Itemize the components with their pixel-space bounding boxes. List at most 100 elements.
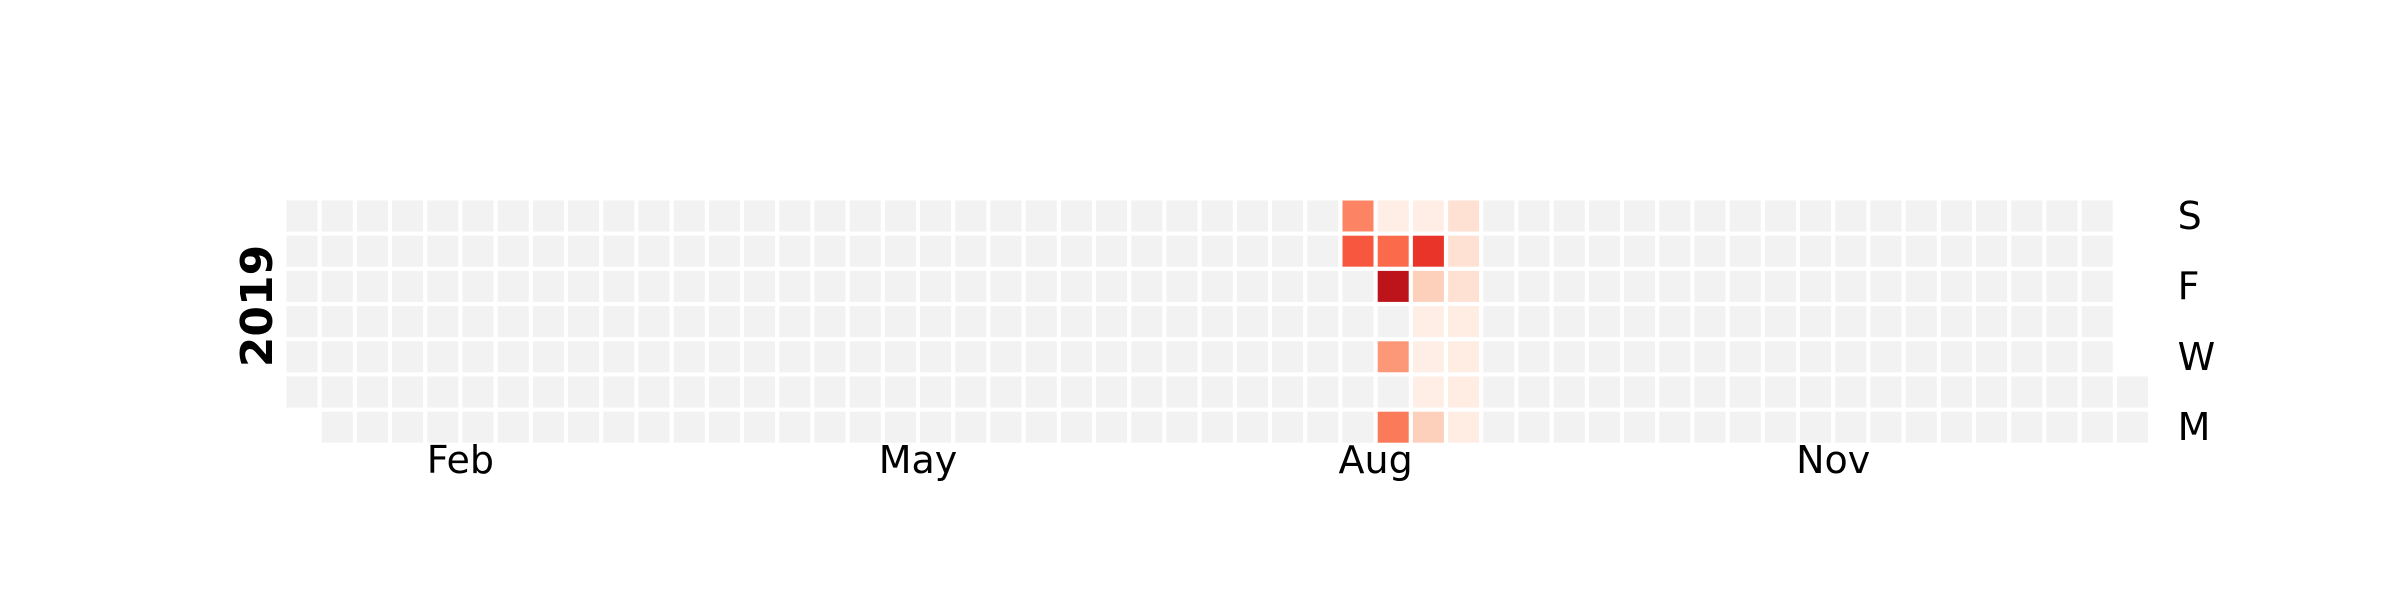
day-cell [1976,270,2008,302]
day-cell [356,341,388,373]
day-cell [497,341,529,373]
day-cell [1870,306,1902,338]
day-cell [673,341,705,373]
day-cell [708,376,740,408]
day-cell [1729,341,1761,373]
day-cell [321,341,353,373]
day-cell [2011,200,2043,232]
day-cell [1272,200,1304,232]
day-cell [321,235,353,267]
day-cell [1025,270,1057,302]
day-cell [2046,200,2078,232]
day-cell [1272,270,1304,302]
day-cell [286,235,318,267]
day-cell [2081,376,2113,408]
day-cell [1694,341,1726,373]
day-cell [1272,306,1304,338]
day-cell [1096,376,1128,408]
day-cell [1870,200,1902,232]
day-cell [673,235,705,267]
day-cell [532,376,564,408]
day-cell [779,306,811,338]
day-cell [673,200,705,232]
day-cell [1870,376,1902,408]
day-cell [2116,376,2148,408]
day-cell [1800,341,1832,373]
day-cell [1976,200,2008,232]
day-cell [955,235,987,267]
day-cell [638,411,670,443]
day-cell [1377,411,1409,443]
day-cell [1060,411,1092,443]
day-cell [1905,200,1937,232]
day-cell [1659,200,1691,232]
month-label: Aug [1338,438,1412,482]
day-cell [1624,376,1656,408]
day-cell [744,200,776,232]
day-cell [1588,200,1620,232]
day-cell [568,306,600,338]
day-cell [568,341,600,373]
day-cell [673,411,705,443]
day-cell [814,411,846,443]
day-cell [1976,235,2008,267]
day-cell [1483,306,1515,338]
day-cell [1870,235,1902,267]
day-cell [1905,270,1937,302]
day-cell [1800,200,1832,232]
day-cell [1835,235,1867,267]
day-cell [884,235,916,267]
day-cell [603,270,635,302]
day-cell [1025,376,1057,408]
day-cell [1201,200,1233,232]
day-cell [2011,341,2043,373]
day-cell [462,200,494,232]
day-label: S [2178,194,2202,238]
day-cell [497,411,529,443]
day-cell [1272,411,1304,443]
day-cell [779,411,811,443]
day-cell [603,200,635,232]
day-cell [1800,270,1832,302]
day-cell [920,306,952,338]
day-cell [1448,411,1480,443]
day-cell [708,341,740,373]
day-cell [1096,270,1128,302]
day-cell [1588,235,1620,267]
day-cell [1553,376,1585,408]
day-cell [1448,306,1480,338]
day-cell [814,376,846,408]
day-cell [1272,341,1304,373]
day-cell [1096,200,1128,232]
day-cell [1201,270,1233,302]
day-cell [849,411,881,443]
day-cell [1553,341,1585,373]
day-cell [568,376,600,408]
day-cell [2046,270,2078,302]
day-cell [1377,270,1409,302]
day-cell [392,306,424,338]
day-cell [990,306,1022,338]
day-cell [1659,270,1691,302]
day-cell [1412,376,1444,408]
day-cell [1764,411,1796,443]
day-cell [1729,270,1761,302]
day-cell [568,411,600,443]
day-cell [1870,411,1902,443]
day-cell [2046,411,2078,443]
day-cell [356,376,388,408]
day-cell [638,376,670,408]
day-cell [1236,411,1268,443]
day-cell [1448,270,1480,302]
day-cell [1483,270,1515,302]
month-labels: Feb May Aug Nov [427,438,1871,482]
day-cell [673,376,705,408]
day-cell [779,376,811,408]
day-cell [1835,376,1867,408]
day-cell [1905,341,1937,373]
day-cell [1307,235,1339,267]
day-cell [2081,200,2113,232]
day-cell [532,200,564,232]
day-cell [497,200,529,232]
